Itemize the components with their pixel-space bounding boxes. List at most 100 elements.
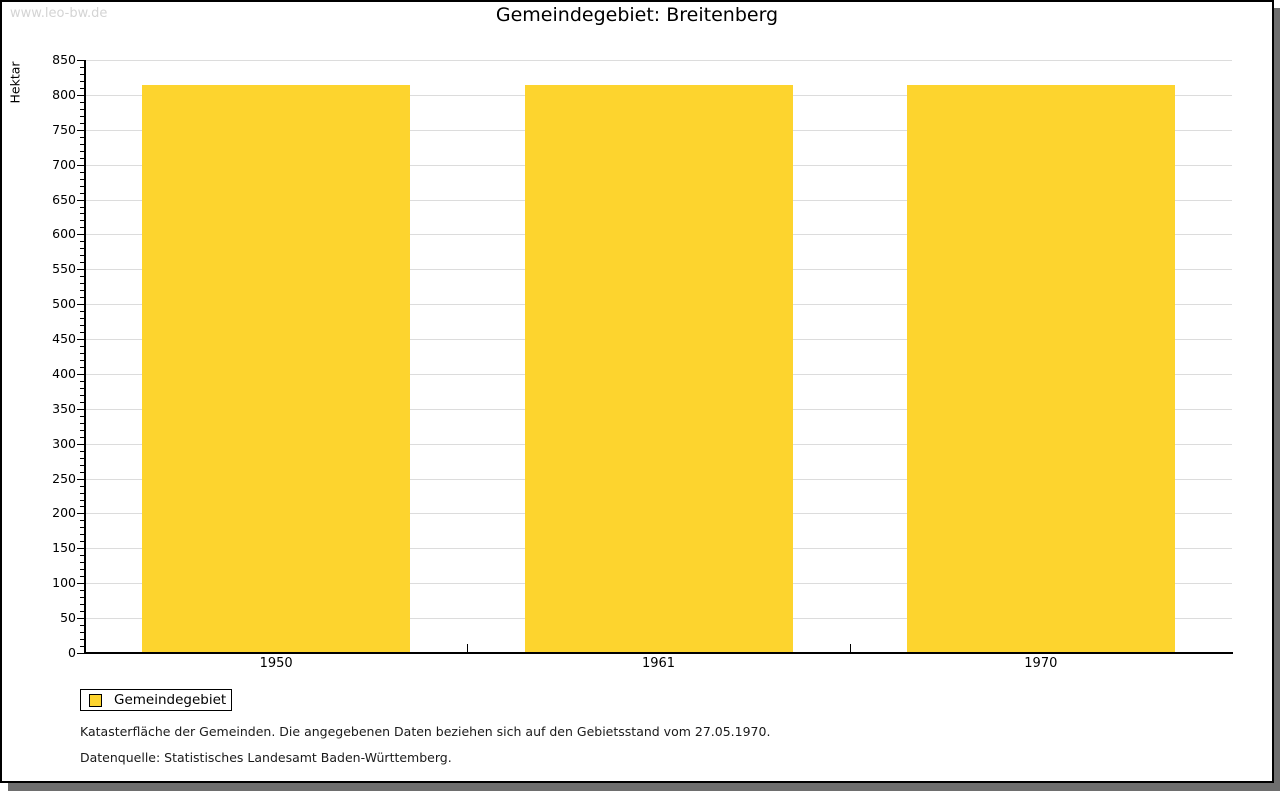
y-axis-tick-label-800: 800 bbox=[52, 86, 76, 102]
y-axis-tick-810 bbox=[80, 87, 84, 89]
y-axis-tick-130 bbox=[80, 562, 84, 564]
y-axis-tick-730 bbox=[80, 143, 84, 145]
y-axis-tick-490 bbox=[80, 311, 84, 313]
y-axis-tick-label-200: 200 bbox=[52, 505, 76, 521]
y-axis-tick-260 bbox=[80, 471, 84, 473]
y-axis-tick-450 bbox=[77, 339, 84, 341]
y-axis-tick-390 bbox=[80, 380, 84, 382]
y-axis-tick-label-300: 300 bbox=[52, 435, 76, 451]
y-axis-tick-label-750: 750 bbox=[52, 121, 76, 137]
y-axis-tick-90 bbox=[80, 590, 84, 592]
y-axis-tick-850 bbox=[77, 60, 84, 61]
y-axis-tick-label-650: 650 bbox=[52, 191, 76, 207]
footer-note: Katasterfläche der Gemeinden. Die angege… bbox=[80, 724, 771, 739]
y-axis-tick-690 bbox=[80, 171, 84, 173]
y-axis-tick-760 bbox=[80, 122, 84, 124]
y-axis-tick-700 bbox=[77, 164, 84, 166]
y-axis-tick-640 bbox=[80, 206, 84, 208]
watermark-text: www.leo-bw.de bbox=[10, 6, 108, 21]
y-axis-tick-240 bbox=[80, 485, 84, 487]
y-axis-tick-620 bbox=[80, 220, 84, 222]
y-axis-tick-790 bbox=[80, 101, 84, 103]
y-axis-tick-label-0: 0 bbox=[68, 645, 76, 660]
y-axis-tick-170 bbox=[80, 534, 84, 536]
y-axis-tick-label-500: 500 bbox=[52, 296, 76, 312]
y-axis-tick-label-100: 100 bbox=[52, 575, 76, 591]
y-axis-tick-570 bbox=[80, 255, 84, 257]
y-axis-tick-180 bbox=[80, 527, 84, 529]
y-axis-tick-600 bbox=[77, 234, 84, 236]
y-axis-tick-label-700: 700 bbox=[52, 156, 76, 172]
y-axis-tick-290 bbox=[80, 450, 84, 452]
y-axis-tick-label-50: 50 bbox=[60, 610, 76, 626]
x-axis-boundary-tick-2 bbox=[849, 644, 851, 652]
y-axis-tick-70 bbox=[80, 604, 84, 606]
y-axis-tick-510 bbox=[80, 297, 84, 299]
y-axis-tick-550 bbox=[77, 269, 84, 271]
y-axis-tick-20 bbox=[80, 639, 84, 641]
x-axis-label-1970: 1970 bbox=[1024, 656, 1058, 671]
legend: Gemeindegebiet bbox=[80, 689, 232, 711]
y-axis-tick-430 bbox=[80, 353, 84, 354]
bar-1961 bbox=[524, 85, 793, 652]
y-axis-tick-label-600: 600 bbox=[52, 226, 76, 242]
y-axis-tick-770 bbox=[80, 115, 84, 117]
legend-swatch bbox=[89, 693, 102, 707]
y-axis-tick-220 bbox=[80, 499, 84, 501]
footer-source: Datenquelle: Statistisches Landesamt Bad… bbox=[80, 750, 452, 765]
bar-1950 bbox=[142, 85, 411, 652]
bar-1970 bbox=[906, 85, 1175, 652]
y-axis-tick-210 bbox=[80, 506, 84, 508]
y-axis-tick-590 bbox=[80, 241, 84, 243]
y-axis-tick-710 bbox=[80, 157, 84, 159]
y-axis-tick-label-850: 850 bbox=[52, 52, 76, 67]
y-axis-tick-460 bbox=[80, 332, 84, 334]
y-axis-tick-750 bbox=[77, 129, 84, 131]
chart-title: Gemeindegebiet: Breitenberg bbox=[495, 4, 779, 26]
y-axis-tick-150 bbox=[77, 548, 84, 550]
y-axis-tick-580 bbox=[80, 248, 84, 250]
y-axis-tick-310 bbox=[80, 436, 84, 438]
y-axis-tick-500 bbox=[77, 304, 84, 306]
frame-shadow-right bbox=[1274, 8, 1280, 791]
y-axis-tick-140 bbox=[80, 555, 84, 557]
y-axis-tick-650 bbox=[77, 199, 84, 201]
y-axis-line bbox=[84, 60, 86, 653]
y-axis-tick-630 bbox=[80, 213, 84, 215]
legend-label: Gemeindegebiet bbox=[114, 692, 227, 708]
y-axis-tick-360 bbox=[80, 401, 84, 403]
y-axis-tick-420 bbox=[80, 359, 84, 361]
x-axis-label-1961: 1961 bbox=[641, 656, 676, 671]
y-axis-tick-0 bbox=[77, 653, 84, 654]
y-axis-tick-720 bbox=[80, 150, 84, 152]
y-axis-tick-340 bbox=[80, 415, 84, 417]
x-axis-boundary-tick-1 bbox=[467, 644, 469, 652]
y-axis-tick-230 bbox=[80, 492, 84, 494]
y-axis-tick-440 bbox=[80, 346, 84, 348]
y-axis-tick-820 bbox=[80, 80, 84, 82]
gridline-850 bbox=[85, 60, 1232, 61]
y-axis-tick-100 bbox=[77, 583, 84, 585]
y-axis-tick-label-450: 450 bbox=[52, 331, 76, 347]
y-axis-tick-540 bbox=[80, 276, 84, 278]
y-axis-tick-270 bbox=[80, 464, 84, 466]
y-axis-tick-830 bbox=[80, 73, 84, 75]
y-axis-tick-40 bbox=[80, 625, 84, 627]
y-axis-tick-560 bbox=[80, 262, 84, 264]
y-axis-tick-280 bbox=[80, 457, 84, 459]
y-axis-tick-300 bbox=[77, 443, 84, 445]
y-axis-title: Hektar bbox=[7, 61, 23, 104]
y-axis-tick-label-400: 400 bbox=[52, 365, 76, 381]
y-axis-tick-370 bbox=[80, 394, 84, 396]
y-axis-tick-530 bbox=[80, 283, 84, 285]
y-axis-tick-660 bbox=[80, 192, 84, 194]
y-axis-tick-470 bbox=[80, 325, 84, 327]
y-axis-tick-780 bbox=[80, 108, 84, 110]
y-axis-tick-680 bbox=[80, 178, 84, 180]
y-axis-tick-670 bbox=[80, 185, 84, 187]
y-axis-tick-160 bbox=[80, 541, 84, 543]
y-axis-tick-120 bbox=[80, 569, 84, 571]
y-axis-tick-label-350: 350 bbox=[52, 400, 76, 416]
y-axis-tick-60 bbox=[80, 611, 84, 613]
